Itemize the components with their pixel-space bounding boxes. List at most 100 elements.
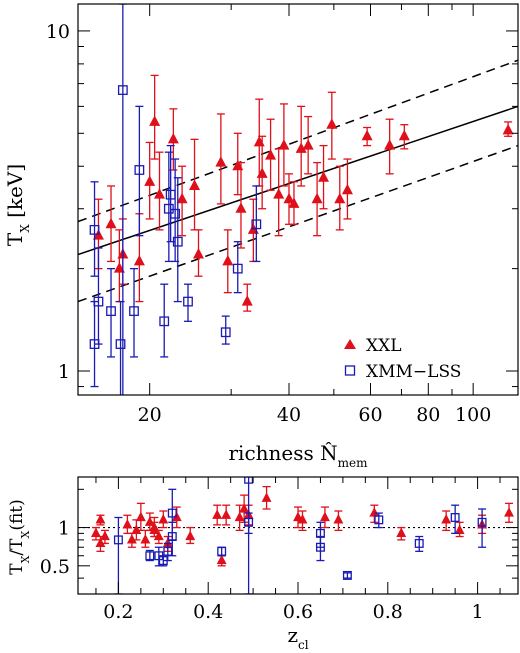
x-tick-label: 0.8: [373, 601, 403, 623]
y-axis-label: T: [7, 563, 27, 575]
data-point: [105, 217, 117, 229]
data-point: [126, 534, 137, 544]
x-tick-label: 60: [358, 404, 382, 426]
legend-marker-square: [344, 365, 356, 376]
data-point: [106, 306, 116, 317]
legend-label: XMM−LSS: [366, 362, 461, 382]
y-axis-unit: [keV]: [3, 164, 27, 224]
data-point: [140, 534, 151, 544]
data-point: [115, 339, 126, 349]
data-point: [234, 511, 245, 522]
x-tick-label: 0.2: [103, 601, 133, 623]
data-point: [273, 188, 285, 199]
data-point: [93, 296, 104, 307]
data-point: [241, 295, 253, 306]
data-point: [215, 156, 227, 167]
data-point: [220, 327, 231, 338]
data-point: [183, 296, 193, 307]
data-point: [342, 570, 352, 580]
data-point: [256, 167, 268, 178]
data-point: [217, 546, 227, 556]
y-axis-title: TX [keV]: [3, 164, 32, 246]
data-point: [239, 503, 250, 513]
data-point: [334, 192, 346, 204]
data-point: [251, 219, 262, 230]
data-point: [398, 129, 410, 141]
data-point: [504, 507, 514, 517]
data-point: [91, 527, 101, 537]
data-point: [144, 516, 155, 526]
data-point: [414, 538, 424, 548]
data-point: [113, 535, 123, 545]
data-point: [135, 511, 146, 522]
data-point: [244, 477, 254, 484]
data-point: [253, 135, 265, 147]
data-point: [369, 507, 380, 517]
data-point: [153, 188, 165, 199]
series-xmm-lss: [113, 477, 487, 594]
data-point: [153, 530, 164, 541]
data-point: [131, 524, 142, 534]
x-axis-title: zcl: [287, 623, 308, 652]
data-point: [159, 316, 170, 327]
data-point: [441, 514, 452, 524]
series-xmm-lss: [89, 4, 262, 395]
data-point: [170, 208, 181, 219]
y-axis-label-tail: (fit): [7, 499, 27, 530]
legend-marker-triangle: [344, 339, 356, 349]
data-point: [122, 519, 133, 529]
data-point: [212, 509, 223, 519]
y-axis-title: TX/TX(fit): [7, 499, 32, 575]
data-point: [95, 537, 106, 548]
x-tick-label: 80: [416, 404, 440, 426]
data-point: [221, 509, 232, 519]
data-point: [235, 202, 247, 213]
scatter-band-line: [78, 59, 518, 223]
data-point: [302, 139, 314, 150]
data-point: [232, 263, 243, 274]
data-point: [144, 175, 156, 186]
data-point: [149, 115, 161, 126]
legend: XXL XMM−LSS: [344, 336, 461, 382]
data-point: [149, 521, 160, 532]
y-axis-label-sub: X: [19, 555, 32, 563]
x-axis-label-sub: cl: [298, 638, 309, 652]
data-point: [502, 123, 514, 135]
data-point: [326, 118, 338, 129]
data-point: [185, 530, 196, 541]
x-tick-label: 0.4: [193, 601, 223, 623]
data-point: [222, 254, 234, 266]
data-point: [384, 139, 396, 150]
data-point: [454, 524, 465, 534]
data-point: [189, 179, 201, 190]
plot-frame: [77, 3, 519, 396]
x-axis-label-sub: mem: [338, 456, 368, 470]
data-point: [318, 171, 330, 182]
data-point: [163, 203, 174, 214]
data-point: [361, 129, 373, 141]
legend-label: XXL: [366, 336, 402, 356]
y-axis-label-sub2: X: [19, 531, 32, 539]
y-tick-label: 0.5: [40, 556, 70, 578]
data-point: [261, 492, 272, 502]
data-point: [172, 236, 183, 247]
data-point: [162, 537, 173, 548]
data-point: [176, 192, 188, 204]
bottom-data: [91, 477, 514, 594]
data-point: [167, 508, 177, 518]
scatter-band-line: [78, 144, 518, 303]
x-axis-label: z: [287, 623, 298, 647]
data-point: [295, 142, 307, 153]
y-tick-label: 1: [58, 361, 70, 383]
data-point: [297, 514, 308, 524]
x-tick-label: 100: [455, 404, 491, 426]
data-point: [167, 132, 179, 144]
data-point: [158, 514, 169, 524]
x-axis-title: richness N̂mem: [229, 441, 369, 470]
data-point: [99, 530, 110, 541]
data-point: [319, 511, 330, 522]
top-data: [89, 4, 514, 395]
y-tick-label: 1: [58, 518, 70, 540]
